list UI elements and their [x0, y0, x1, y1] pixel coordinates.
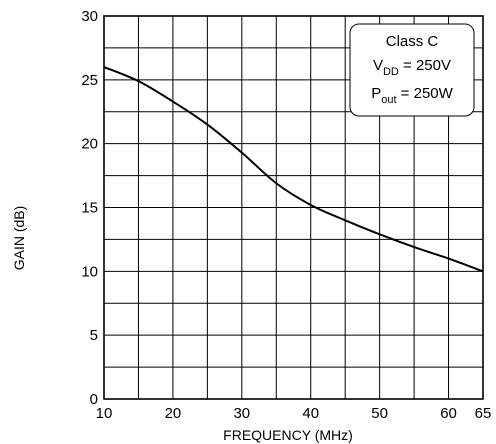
y-tick-label: 20	[81, 136, 98, 153]
annotation-vdd-text: VDD = 250V	[373, 57, 451, 78]
pout-rest: = 250W	[397, 85, 454, 102]
x-tick-label: 50	[371, 405, 388, 422]
y-tick-label: 25	[81, 72, 98, 89]
y-tick-label: 5	[90, 327, 98, 344]
plot-frame	[103, 15, 484, 400]
vdd-main: V	[373, 57, 383, 74]
y-tick-label: 0	[90, 391, 98, 408]
x-tick-labels: 10 20 30 40 50 60 65	[96, 405, 492, 422]
vdd-sub: DD	[383, 66, 399, 78]
x-tick-label: 60	[440, 405, 457, 422]
x-tick-label: 10	[96, 405, 113, 422]
grid-lines	[104, 16, 483, 399]
y-tick-label: 15	[81, 200, 98, 217]
y-tick-label: 30	[81, 8, 98, 25]
x-axis-label: FREQUENCY (MHz)	[223, 427, 353, 443]
x-tick-label: 65	[475, 405, 492, 422]
vdd-rest: = 250V	[399, 57, 451, 74]
series-line-gain	[103, 66, 484, 273]
x-tick-label: 30	[233, 405, 250, 422]
x-tick-label: 40	[302, 405, 319, 422]
x-tick-label: 20	[165, 405, 182, 422]
y-tick-labels: 0 5 10 15 20 25 30	[81, 8, 98, 408]
annotation-pout-text: Pout = 250W	[371, 85, 453, 106]
pout-sub: out	[381, 94, 396, 106]
annotation-frame	[349, 23, 475, 117]
annotation-box: Class C VDD = 250V Pout = 250W	[349, 23, 475, 117]
y-axis-label: GAIN (dB)	[11, 206, 27, 271]
annotation-class-text: Class C	[386, 33, 439, 50]
data-series	[103, 66, 484, 273]
pout-main: P	[371, 85, 381, 102]
y-tick-label: 10	[81, 263, 98, 280]
